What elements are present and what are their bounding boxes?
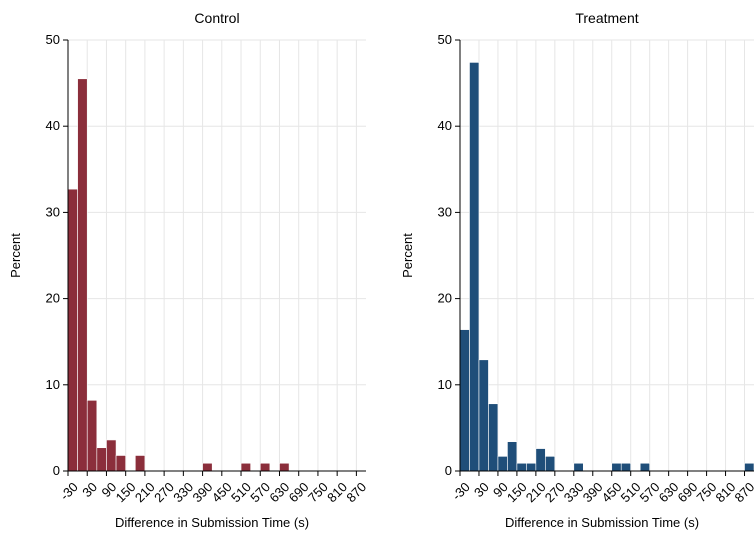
panel-title: Control bbox=[194, 10, 239, 26]
histogram-bar bbox=[497, 456, 508, 472]
y-axis-title: Percent bbox=[400, 233, 415, 278]
y-tick-label: 50 bbox=[46, 32, 60, 47]
histogram-bar bbox=[67, 188, 78, 472]
x-tick-label: -30 bbox=[57, 479, 81, 503]
histogram-bar bbox=[77, 78, 88, 472]
y-tick-label: 20 bbox=[438, 291, 452, 306]
y-tick-label: 10 bbox=[438, 377, 452, 392]
panel-0: 01020304050-3030901502102703303904505105… bbox=[8, 10, 369, 530]
y-tick-label: 30 bbox=[46, 204, 60, 219]
histogram-bar bbox=[478, 359, 489, 472]
histogram-bar bbox=[115, 455, 126, 472]
y-tick-label: 10 bbox=[46, 377, 60, 392]
histogram-bar bbox=[620, 462, 632, 472]
x-tick-label: 870 bbox=[343, 479, 369, 505]
histogram-bar bbox=[469, 62, 480, 472]
y-tick-label: 40 bbox=[438, 118, 452, 133]
histogram-bar bbox=[639, 462, 650, 472]
histogram-bar bbox=[611, 462, 622, 472]
histogram-bar bbox=[535, 448, 546, 472]
y-tick-label: 0 bbox=[53, 463, 60, 478]
histogram-bar bbox=[545, 456, 556, 472]
histogram-bar bbox=[573, 462, 584, 472]
x-axis-title: Difference in Submission Time (s) bbox=[115, 515, 309, 530]
histogram-bar bbox=[279, 462, 290, 472]
histogram-bar bbox=[459, 329, 470, 472]
panel-title: Treatment bbox=[575, 10, 638, 26]
x-axis-title: Difference in Submission Time (s) bbox=[505, 515, 699, 530]
histogram-bar bbox=[507, 441, 518, 472]
x-tick-label: 30 bbox=[471, 479, 492, 500]
y-tick-label: 0 bbox=[445, 463, 452, 478]
panel-1: 01020304050-3030901502102703303904505105… bbox=[400, 10, 754, 530]
y-tick-label: 40 bbox=[46, 118, 60, 133]
histogram-bar bbox=[96, 447, 107, 472]
histogram-bar bbox=[86, 400, 98, 472]
histogram-bar bbox=[259, 462, 271, 472]
x-tick-label: -30 bbox=[449, 479, 473, 503]
histogram-bar bbox=[202, 462, 213, 472]
histogram-bar bbox=[240, 462, 251, 472]
x-tick-label: 30 bbox=[79, 479, 100, 500]
histogram-bar bbox=[488, 403, 499, 472]
histogram-bar bbox=[526, 462, 537, 472]
histogram-bar bbox=[744, 462, 754, 472]
x-tick-label: 870 bbox=[731, 479, 754, 505]
histogram-bar bbox=[516, 462, 527, 472]
histogram-bar bbox=[106, 439, 117, 472]
y-tick-label: 20 bbox=[46, 291, 60, 306]
y-axis-title: Percent bbox=[8, 233, 23, 278]
y-tick-label: 50 bbox=[438, 32, 452, 47]
histogram-bar bbox=[134, 455, 146, 472]
y-tick-label: 30 bbox=[438, 204, 452, 219]
